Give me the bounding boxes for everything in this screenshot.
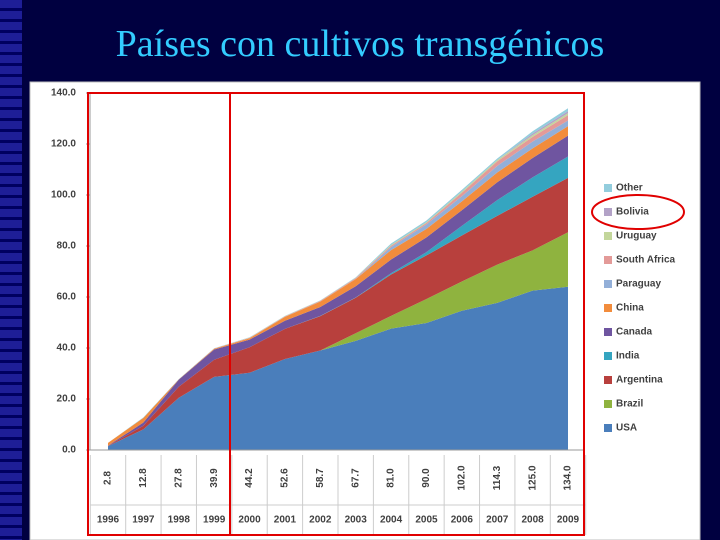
legend-label: USA: [616, 423, 637, 434]
area: [108, 286, 568, 450]
legend-label: China: [616, 303, 644, 314]
legend-swatch: [604, 328, 612, 336]
total-label: 102.0: [456, 465, 467, 490]
x-tick-label: 2001: [274, 515, 297, 526]
legend-swatch: [604, 280, 612, 288]
total-label: 90.0: [421, 468, 432, 488]
area: [108, 115, 568, 443]
area: [108, 135, 568, 446]
area: [108, 156, 568, 446]
x-tick-label: 1999: [203, 515, 226, 526]
slide-title: Países con cultivos transgénicos: [115, 23, 605, 65]
x-tick-label: 1997: [132, 515, 155, 526]
y-tick-label: 100.0: [51, 190, 76, 201]
highlight-box: [229, 92, 585, 536]
total-label: 114.3: [492, 465, 503, 490]
y-tick-label: 20.0: [57, 394, 77, 405]
highlight-ellipse: [591, 194, 685, 230]
total-label: 81.0: [386, 468, 397, 488]
total-label: 67.7: [350, 468, 361, 488]
y-tick-label: 0.0: [62, 445, 76, 456]
y-tick-label: 140.0: [51, 88, 76, 99]
legend-swatch: [604, 184, 612, 192]
total-label: 39.9: [209, 468, 220, 488]
legend-swatch: [604, 232, 612, 240]
x-tick-label: 2008: [521, 515, 544, 526]
legend-label: Other: [616, 183, 643, 194]
total-label: 52.6: [280, 468, 291, 488]
total-label: 134.0: [563, 465, 574, 490]
x-tick-label: 2003: [345, 515, 368, 526]
legend-swatch: [604, 424, 612, 432]
legend-label: Canada: [616, 327, 653, 338]
legend-label: India: [616, 351, 640, 362]
total-label: 58.7: [315, 468, 326, 488]
x-tick-label: 2006: [451, 515, 474, 526]
y-tick-label: 120.0: [51, 139, 76, 150]
legend-label: South Africa: [616, 255, 676, 266]
legend-label: Brazil: [616, 399, 643, 410]
decor-strip: [0, 0, 22, 540]
y-tick-label: 60.0: [57, 292, 77, 303]
x-tick-label: 1998: [168, 515, 191, 526]
total-label: 27.8: [173, 468, 184, 488]
area: [108, 177, 568, 447]
legend-label: Argentina: [616, 375, 663, 386]
legend-swatch: [604, 208, 612, 216]
legend-label: Bolivia: [616, 207, 649, 218]
y-tick-label: 40.0: [57, 343, 77, 354]
total-label: 44.2: [244, 468, 255, 488]
x-tick-label: 2004: [380, 515, 403, 526]
y-tick-label: 80.0: [57, 241, 77, 252]
legend-label: Paraguay: [616, 279, 661, 290]
x-tick-label: 2000: [238, 515, 261, 526]
total-label: 2.8: [103, 471, 114, 485]
area: [108, 126, 568, 446]
x-tick-label: 1996: [97, 515, 120, 526]
legend-swatch: [604, 400, 612, 408]
legend-swatch: [604, 376, 612, 384]
legend-label: Uruguay: [616, 231, 657, 242]
x-tick-label: 2002: [309, 515, 332, 526]
total-label: 12.8: [138, 468, 149, 488]
x-tick-label: 2009: [557, 515, 580, 526]
total-label: 125.0: [527, 465, 538, 490]
x-tick-label: 2005: [415, 515, 438, 526]
legend-swatch: [604, 304, 612, 312]
area: [108, 120, 568, 443]
legend-swatch: [604, 352, 612, 360]
x-tick-label: 2007: [486, 515, 509, 526]
legend-swatch: [604, 256, 612, 264]
